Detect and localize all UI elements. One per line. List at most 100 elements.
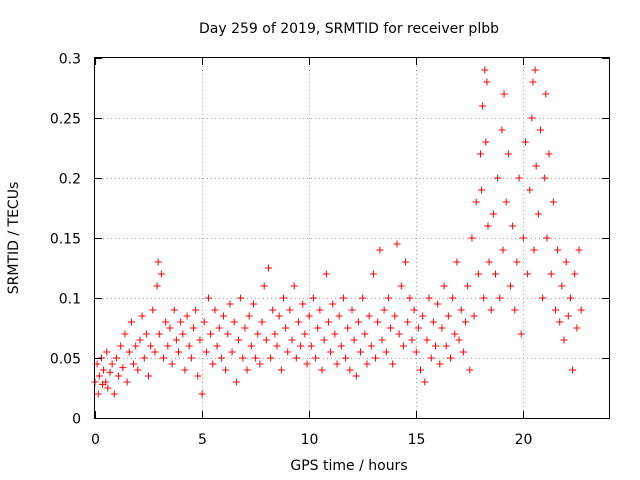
- data-point: [134, 366, 142, 374]
- data-point: [455, 336, 463, 344]
- data-point: [121, 330, 129, 338]
- data-point: [333, 360, 341, 368]
- data-point: [226, 300, 234, 308]
- data-point: [275, 312, 283, 320]
- data-point: [466, 366, 474, 374]
- data-point: [271, 330, 279, 338]
- data-point: [151, 348, 159, 356]
- data-point: [183, 312, 191, 320]
- data-point: [462, 318, 470, 326]
- data-point: [483, 78, 491, 86]
- data-point: [194, 372, 202, 380]
- data-point: [312, 354, 320, 362]
- data-point: [457, 306, 465, 314]
- data-point: [484, 222, 492, 230]
- data-point: [119, 364, 127, 372]
- data-point: [142, 330, 150, 338]
- data-point: [155, 330, 163, 338]
- data-point: [573, 324, 581, 332]
- data-point: [138, 312, 146, 320]
- y-tick-label: 0.1: [59, 292, 81, 308]
- data-point: [558, 282, 566, 290]
- data-point: [196, 336, 204, 344]
- data-point: [108, 360, 116, 368]
- data-point: [393, 240, 401, 248]
- data-point: [337, 342, 345, 350]
- data-point: [449, 294, 457, 302]
- data-point: [500, 90, 508, 98]
- data-point: [470, 312, 478, 320]
- data-point: [172, 336, 180, 344]
- data-point: [286, 306, 294, 314]
- data-point: [421, 378, 429, 386]
- data-point: [230, 318, 238, 326]
- data-point: [290, 282, 298, 290]
- data-point: [494, 174, 502, 182]
- data-point: [564, 312, 572, 320]
- data-point: [162, 318, 170, 326]
- data-point: [363, 360, 371, 368]
- data-points: [91, 66, 585, 398]
- data-point: [506, 282, 514, 290]
- data-point: [342, 354, 350, 362]
- data-point: [168, 360, 176, 368]
- data-point: [511, 306, 519, 314]
- data-point: [442, 342, 450, 350]
- data-point: [350, 336, 358, 344]
- data-point: [140, 354, 148, 362]
- data-point: [245, 312, 253, 320]
- data-point: [532, 162, 540, 170]
- data-point: [489, 210, 497, 218]
- data-point: [346, 366, 354, 374]
- data-point: [110, 390, 118, 398]
- data-point: [187, 354, 195, 362]
- data-point: [322, 270, 330, 278]
- data-point: [318, 366, 326, 374]
- data-point: [277, 366, 285, 374]
- data-point: [545, 150, 553, 158]
- data-point: [117, 342, 125, 350]
- data-point: [157, 270, 165, 278]
- data-point: [504, 150, 512, 158]
- data-point: [94, 390, 102, 398]
- data-point: [477, 150, 484, 158]
- data-point: [303, 360, 311, 368]
- grid-lines: [95, 58, 609, 418]
- data-point: [241, 324, 249, 332]
- data-point: [539, 294, 547, 302]
- data-point: [314, 324, 322, 332]
- data-point: [542, 90, 550, 98]
- data-point: [547, 270, 555, 278]
- data-point: [136, 336, 144, 344]
- data-point: [359, 294, 367, 302]
- data-point: [260, 282, 268, 290]
- data-point: [224, 330, 232, 338]
- data-point: [331, 330, 339, 338]
- data-point: [464, 282, 472, 290]
- data-point: [267, 354, 275, 362]
- data-point: [491, 270, 499, 278]
- data-point: [192, 306, 200, 314]
- data-point: [468, 234, 476, 242]
- data-point: [519, 234, 527, 242]
- data-point: [419, 312, 427, 320]
- data-point: [103, 348, 111, 356]
- data-point: [554, 246, 562, 254]
- data-point: [247, 342, 255, 350]
- data-point: [487, 306, 495, 314]
- data-point: [438, 324, 446, 332]
- data-point: [102, 378, 110, 386]
- y-tick-label: 0.2: [59, 172, 81, 188]
- data-point: [282, 324, 290, 332]
- data-point: [211, 306, 219, 314]
- data-point: [329, 300, 337, 308]
- y-tick-label: 0: [72, 412, 81, 428]
- data-point: [480, 294, 488, 302]
- data-point: [410, 306, 418, 314]
- data-point: [220, 312, 227, 320]
- data-point: [269, 306, 277, 314]
- data-point: [127, 318, 135, 326]
- data-point: [95, 372, 103, 380]
- data-point: [147, 342, 155, 350]
- data-point: [482, 138, 490, 146]
